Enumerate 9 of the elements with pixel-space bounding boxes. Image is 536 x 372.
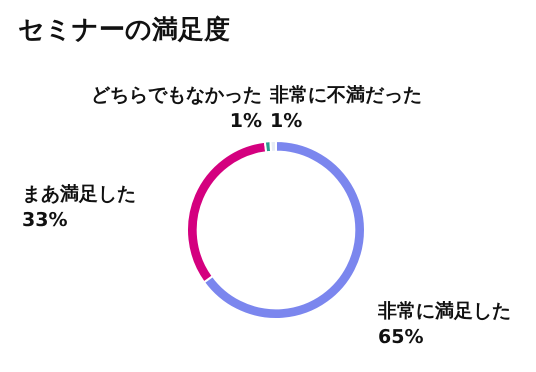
slice-label: どちらでもなかった <box>91 84 262 106</box>
slice-label: まあ満足した <box>22 182 136 205</box>
data-label: 65% <box>378 326 424 348</box>
data-label: 1% <box>270 110 302 132</box>
slice-label: 非常に満足した <box>377 300 511 322</box>
slice-label: 非常に不満だった <box>269 84 422 106</box>
data-label: 33% <box>22 208 68 231</box>
data-label: 1% <box>230 110 262 132</box>
chart-title: セミナーの満足度 <box>18 14 230 47</box>
